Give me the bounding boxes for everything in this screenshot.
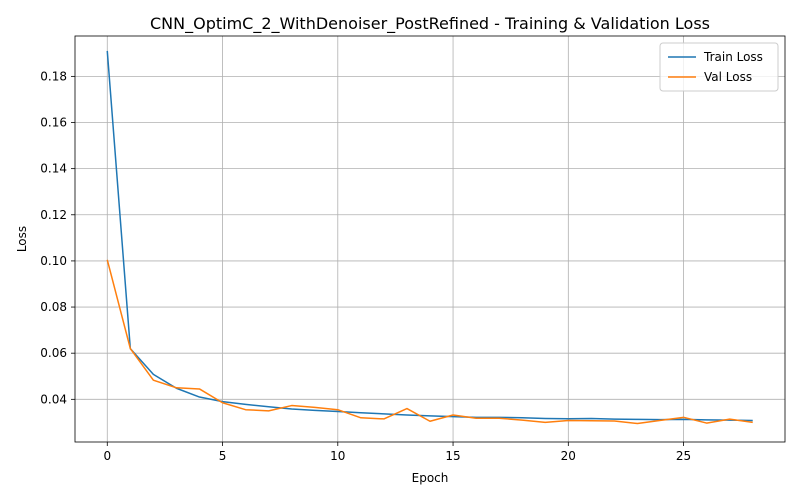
y-tick-label: 0.14 bbox=[40, 162, 67, 176]
axis-ticks: 0 5 10 15 20 25 0.04 0.06 0.08 0.10 0.12 0.14 0.16 0.… bbox=[40, 69, 691, 463]
y-tick-label: 0.18 bbox=[40, 69, 67, 83]
x-axis-title: Epoch bbox=[412, 471, 449, 485]
y-tick-label: 0.08 bbox=[40, 300, 67, 314]
x-tick-label: 15 bbox=[445, 449, 460, 463]
series-line-train-loss bbox=[106, 50, 753, 422]
legend: Train Loss Val Loss bbox=[659, 42, 779, 92]
legend-label-train-loss: Train Loss bbox=[703, 50, 763, 64]
y-axis-title: Loss bbox=[15, 226, 29, 252]
y-tick-label: 0.10 bbox=[40, 254, 67, 268]
x-tick-label: 25 bbox=[676, 449, 691, 463]
y-tick-label: 0.12 bbox=[40, 208, 67, 222]
grid-lines bbox=[75, 36, 785, 442]
plot-area-frame bbox=[74, 35, 786, 443]
series-line-val-loss bbox=[106, 259, 753, 425]
x-tick-label: 20 bbox=[561, 449, 576, 463]
y-tick-label: 0.16 bbox=[40, 116, 67, 130]
series-lines bbox=[106, 50, 753, 425]
legend-box bbox=[659, 42, 779, 92]
chart-title: CNN_OptimC_2_WithDenoiser_PostRefined - … bbox=[150, 14, 710, 34]
legend-label-val-loss: Val Loss bbox=[704, 70, 752, 84]
x-tick-label: 5 bbox=[219, 449, 227, 463]
y-tick-label: 0.04 bbox=[40, 392, 67, 406]
x-tick-label: 10 bbox=[330, 449, 345, 463]
x-tick-label: 0 bbox=[103, 449, 111, 463]
y-tick-label: 0.06 bbox=[40, 346, 67, 360]
